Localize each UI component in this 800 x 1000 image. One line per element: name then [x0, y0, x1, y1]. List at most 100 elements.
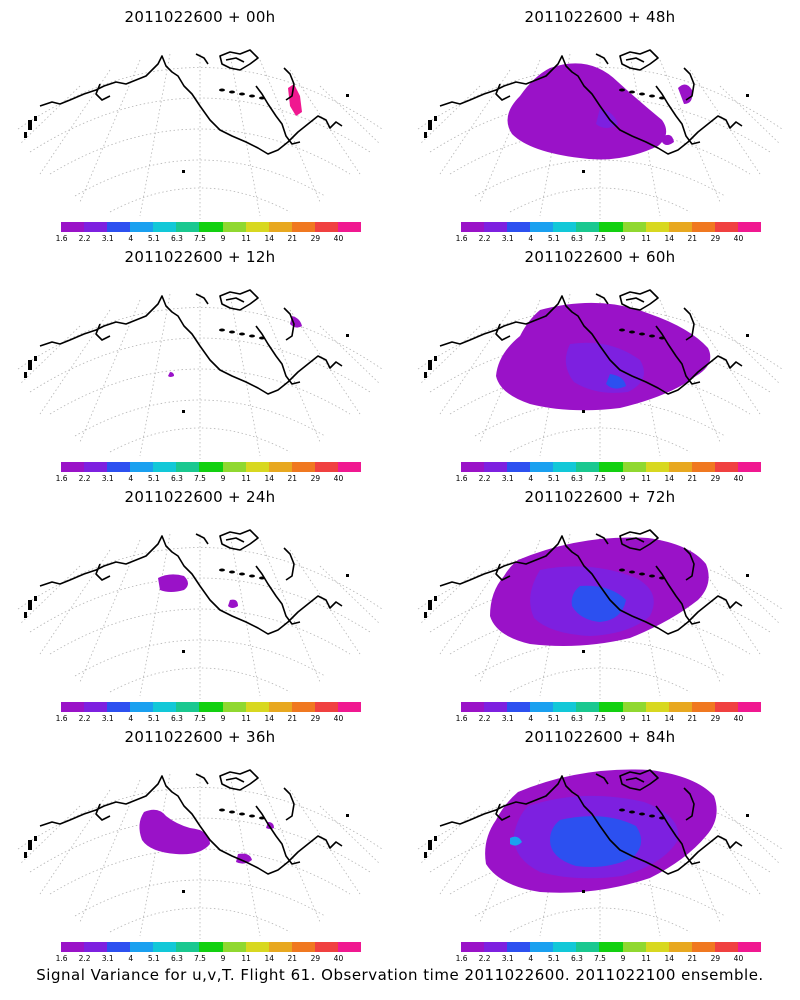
colorbar-swatch [668, 462, 692, 472]
colorbar-swatch [553, 462, 577, 472]
colorbar-tick-label: 29 [310, 234, 321, 243]
colorbar-tick-label: 11 [241, 474, 251, 483]
variance-region [228, 599, 238, 608]
colorbar-tick-label: 2.2 [478, 234, 491, 243]
map-panel-1: 2011022600 + 48h [400, 0, 800, 243]
signal-variance-field [288, 84, 302, 116]
graticule [17, 293, 383, 459]
coastlines [439, 49, 743, 155]
colorbar-tick-label: 29 [710, 474, 721, 483]
colorbar-tick-label: 4 [528, 714, 534, 723]
colorbar-tick-label: 14 [664, 954, 674, 963]
variance-region [139, 809, 210, 855]
colorbar-tick-label: 29 [310, 954, 321, 963]
variance-region [662, 134, 674, 145]
colorbar-tick-label: 2.2 [478, 714, 491, 723]
colorbar-tick-label: 11 [641, 954, 651, 963]
colorbar-tick-label: 21 [287, 714, 298, 723]
colorbar-tick-label: 14 [264, 234, 274, 243]
colorbar-swatch [291, 702, 315, 712]
colorbar-tick-label: 5.1 [147, 474, 160, 483]
colorbar-swatch [622, 702, 646, 712]
map-plot [417, 769, 783, 939]
colorbar [61, 222, 362, 232]
colorbar-tick-label: 21 [687, 474, 698, 483]
colorbar-swatch [61, 462, 85, 472]
colorbar-tick-label: 14 [264, 474, 274, 483]
signal-variance-field [496, 302, 711, 411]
panel-title: 2011022600 + 72h [524, 488, 676, 506]
island-marks [424, 328, 749, 413]
colorbar-ticks: 1.6 2.2 3.1 4 5.1 6.3 7.5 9 11 14 21 29 40 [456, 474, 761, 484]
colorbar-tick-label: 11 [641, 714, 651, 723]
colorbar-swatch [530, 222, 554, 232]
variance-region [158, 574, 188, 592]
colorbar-swatch [484, 462, 508, 472]
colorbar-swatch [737, 462, 762, 472]
colorbar-tick-label: 9 [220, 954, 226, 963]
panel-title: 2011022600 + 60h [524, 248, 676, 266]
colorbar-tick-label: 9 [220, 474, 226, 483]
map-plot [417, 529, 783, 699]
signal-variance-field [490, 537, 709, 646]
colorbar-tick-label: 7.5 [194, 954, 206, 963]
colorbar-tick-label: 40 [333, 714, 344, 723]
coastlines [39, 49, 343, 155]
colorbar-tick-label: 5.1 [547, 234, 560, 243]
colorbar-swatch [507, 222, 531, 232]
colorbar-tick-label: 1.6 [455, 234, 468, 243]
colorbar-swatch [553, 222, 577, 232]
colorbar-tick-label: 2.2 [78, 714, 91, 723]
island-marks [424, 88, 749, 173]
colorbar-swatch [622, 462, 646, 472]
colorbar-tick-label: 40 [733, 954, 744, 963]
colorbar-tick-label: 5.1 [147, 714, 160, 723]
colorbar-tick-label: 40 [333, 234, 344, 243]
colorbar-tick-label: 11 [241, 954, 251, 963]
colorbar-tick-label: 7.5 [194, 474, 206, 483]
colorbar-swatch [130, 462, 154, 472]
colorbar-swatch [107, 702, 131, 712]
colorbar-swatch [107, 942, 131, 952]
colorbar-tick-label: 11 [241, 714, 251, 723]
colorbar-swatch [199, 222, 223, 232]
colorbar-tick-label: 1.6 [55, 474, 68, 483]
panel-title: 2011022600 + 12h [124, 248, 276, 266]
colorbar-tick-label: 7.5 [194, 234, 206, 243]
map-panel-3: 2011022600 + 60h [400, 240, 800, 483]
colorbar-tick-label: 14 [264, 954, 274, 963]
colorbar [461, 942, 762, 952]
map-panel-4: 2011022600 + 24h [0, 480, 400, 723]
colorbar-swatch [337, 702, 362, 712]
colorbar-swatch [645, 462, 669, 472]
colorbar-tick-label: 40 [333, 474, 344, 483]
variance-region [168, 372, 174, 377]
coastlines [39, 289, 343, 395]
panel-title: 2011022600 + 00h [124, 8, 276, 26]
colorbar [61, 702, 362, 712]
coastlines [439, 289, 743, 395]
colorbar-tick-label: 21 [287, 474, 298, 483]
graticule [17, 773, 383, 939]
colorbar-tick-label: 6.3 [170, 474, 183, 483]
colorbar-swatch [668, 222, 692, 232]
colorbar-swatch [530, 702, 554, 712]
colorbar-swatch [84, 462, 108, 472]
colorbar-tick-label: 3.1 [501, 474, 514, 483]
colorbar-tick-label: 6.3 [170, 954, 183, 963]
colorbar-swatch [84, 702, 108, 712]
colorbar-ticks: 1.6 2.2 3.1 4 5.1 6.3 7.5 9 11 14 21 29 40 [456, 954, 761, 964]
signal-variance-field [485, 769, 717, 893]
colorbar-swatch [691, 222, 715, 232]
colorbar-tick-label: 40 [733, 474, 744, 483]
colorbar-tick-label: 3.1 [501, 234, 514, 243]
colorbar-tick-label: 11 [641, 474, 651, 483]
colorbar-tick-label: 6.3 [570, 954, 583, 963]
coastlines [439, 529, 743, 635]
colorbar-swatch [268, 462, 292, 472]
colorbar-swatch [84, 222, 108, 232]
colorbar-swatch [107, 462, 131, 472]
variance-region [678, 84, 693, 104]
colorbar-tick-label: 2.2 [478, 474, 491, 483]
colorbar-swatch [61, 702, 85, 712]
